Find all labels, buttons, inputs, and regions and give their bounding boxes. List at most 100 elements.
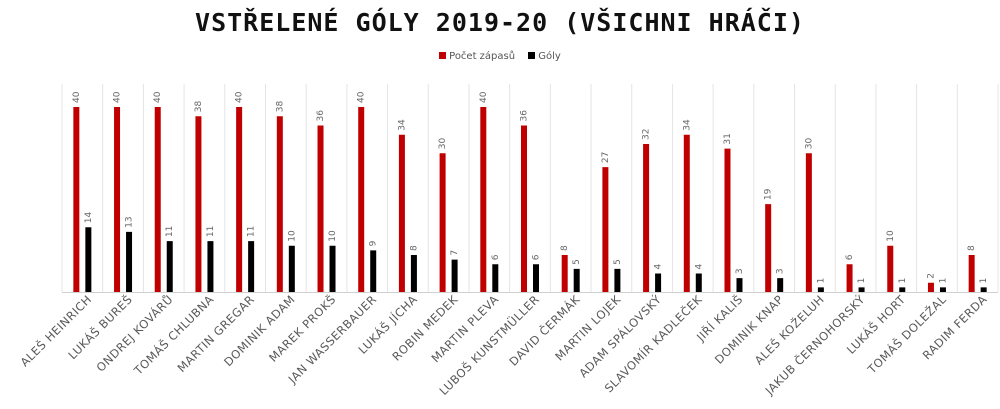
data-label-goals: 11 bbox=[165, 226, 175, 237]
legend-item-matches: Počet zápasů bbox=[439, 51, 515, 62]
bar-goals bbox=[858, 287, 865, 292]
bar-matches bbox=[317, 125, 324, 292]
data-label-goals: 8 bbox=[409, 245, 419, 251]
x-tick-label: ONDREJ KOVÁRŮ bbox=[93, 292, 176, 375]
legend: Počet zápasů Góly bbox=[0, 51, 1000, 62]
bar-goals bbox=[817, 287, 824, 292]
data-label-goals: 13 bbox=[125, 216, 135, 227]
bar-matches bbox=[805, 153, 812, 292]
data-label-matches: 27 bbox=[601, 152, 611, 163]
bar-goals bbox=[370, 250, 377, 292]
bar-goals bbox=[573, 268, 580, 292]
data-label-matches: 40 bbox=[113, 91, 123, 103]
data-label-goals: 4 bbox=[694, 264, 704, 270]
bar-goals bbox=[939, 287, 946, 292]
data-label-goals: 1 bbox=[979, 278, 989, 284]
bar-matches bbox=[236, 107, 243, 292]
data-label-goals: 5 bbox=[613, 259, 623, 265]
bar-goals bbox=[451, 259, 458, 292]
bar-goals bbox=[655, 273, 662, 292]
chart-title: VSTŘELENÉ GÓLY 2019-20 (VŠICHNI HRÁČI) bbox=[195, 8, 805, 37]
data-label-goals: 1 bbox=[938, 278, 948, 284]
bar-goals bbox=[899, 287, 906, 292]
data-label-goals: 6 bbox=[491, 254, 501, 260]
data-label-goals: 6 bbox=[532, 254, 542, 260]
bar-matches bbox=[968, 255, 975, 292]
bar-goals bbox=[329, 245, 336, 292]
data-label-goals: 1 bbox=[857, 278, 867, 284]
data-label-goals: 3 bbox=[776, 268, 786, 274]
data-label-matches: 30 bbox=[804, 138, 814, 150]
bar-matches bbox=[398, 134, 405, 292]
data-label-goals: 10 bbox=[328, 230, 338, 242]
data-label-matches: 8 bbox=[560, 245, 570, 251]
data-label-goals: 10 bbox=[287, 230, 297, 242]
data-label-matches: 38 bbox=[194, 101, 204, 113]
bar-goals bbox=[207, 241, 214, 292]
x-tick-label: ALEŠ KOŽELUH bbox=[751, 292, 827, 368]
bar-goals bbox=[980, 287, 987, 292]
data-label-goals: 7 bbox=[450, 250, 460, 256]
data-label-goals: 1 bbox=[898, 278, 908, 284]
x-tick-label: ALEŠ HEINRICH bbox=[17, 292, 95, 370]
bar-matches bbox=[602, 167, 609, 292]
data-label-goals: 9 bbox=[369, 240, 379, 246]
data-label-goals: 11 bbox=[247, 226, 257, 237]
bar-matches bbox=[846, 264, 853, 292]
data-label-matches: 8 bbox=[967, 245, 977, 251]
data-label-goals: 14 bbox=[84, 212, 94, 224]
bar-goals bbox=[410, 255, 417, 292]
data-label-matches: 38 bbox=[275, 101, 285, 113]
data-label-matches: 34 bbox=[682, 119, 692, 131]
data-label-matches: 40 bbox=[235, 91, 245, 103]
data-label-matches: 6 bbox=[845, 254, 855, 260]
bar-goals bbox=[85, 227, 92, 292]
x-tick-label: TOMÁŠ DOLEŽAL bbox=[863, 291, 949, 377]
data-label-matches: 31 bbox=[723, 133, 733, 144]
bar-matches bbox=[358, 107, 365, 292]
data-label-matches: 36 bbox=[520, 110, 530, 122]
bar-goals bbox=[492, 264, 499, 292]
legend-label-matches: Počet zápasů bbox=[449, 51, 516, 62]
bar-matches bbox=[276, 116, 283, 292]
data-label-goals: 4 bbox=[654, 264, 664, 270]
data-label-matches: 40 bbox=[72, 91, 82, 103]
data-label-goals: 1 bbox=[816, 278, 826, 284]
legend-swatch-goals bbox=[528, 52, 536, 59]
bar-matches bbox=[887, 245, 894, 292]
bar-matches bbox=[154, 107, 161, 292]
bar-goals bbox=[126, 231, 133, 292]
x-tick-label: DOMINIK KNAP bbox=[712, 292, 787, 367]
data-label-matches: 40 bbox=[479, 91, 489, 103]
bar-matches bbox=[724, 148, 731, 292]
bar-goals bbox=[248, 241, 255, 292]
bar-matches bbox=[927, 282, 934, 292]
bar-matches bbox=[521, 125, 527, 292]
data-label-goals: 3 bbox=[735, 268, 745, 274]
bar-matches bbox=[561, 255, 568, 292]
legend-swatch-matches bbox=[439, 52, 447, 59]
bar-goals bbox=[288, 245, 295, 292]
data-label-matches: 2 bbox=[926, 273, 936, 279]
data-label-matches: 40 bbox=[357, 91, 367, 103]
bar-matches bbox=[683, 134, 690, 292]
bar-goals bbox=[533, 264, 539, 292]
bar-goals bbox=[695, 273, 702, 292]
x-tick-label: MARTIN GREGAR bbox=[174, 292, 257, 375]
bar-goals bbox=[166, 241, 173, 292]
legend-label-goals: Góly bbox=[538, 51, 561, 62]
bar-matches bbox=[480, 107, 487, 292]
bar-matches bbox=[73, 107, 80, 292]
data-label-matches: 19 bbox=[764, 188, 774, 200]
bar-goals bbox=[614, 268, 621, 292]
bar-matches bbox=[643, 144, 650, 292]
bar-goals bbox=[736, 278, 743, 292]
data-label-matches: 40 bbox=[153, 91, 163, 103]
bar-matches bbox=[195, 116, 202, 292]
data-label-matches: 10 bbox=[886, 230, 896, 242]
data-label-matches: 32 bbox=[642, 129, 652, 140]
data-label-goals: 11 bbox=[206, 226, 216, 237]
bar-matches bbox=[439, 153, 446, 292]
data-label-goals: 5 bbox=[572, 259, 582, 265]
